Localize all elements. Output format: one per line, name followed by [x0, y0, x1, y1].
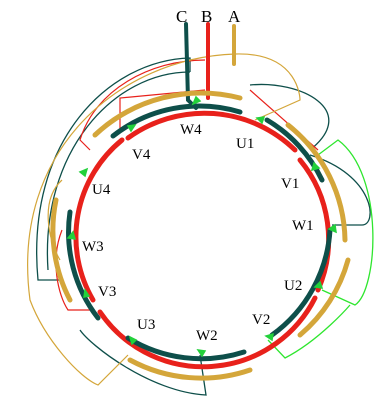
light-green-links [267, 139, 374, 359]
arrow-icon [327, 223, 337, 234]
terminal-b-label: B [201, 7, 212, 26]
arrow-icon [310, 161, 321, 172]
direction-arrows [66, 95, 337, 358]
coil-label-w3: W3 [82, 239, 104, 255]
arrow-icon [78, 167, 89, 178]
coil-label-u2: U2 [284, 278, 302, 294]
arrow-icon [191, 95, 202, 106]
coil-label-w2: W2 [196, 328, 218, 344]
phase-c-links [36, 57, 371, 396]
coil-label-u1: U1 [236, 136, 254, 152]
terminal-c-label: C [176, 7, 187, 26]
teal-coil-arcs [66, 103, 333, 362]
arrow-icon [255, 116, 266, 125]
coil-label-u4: U4 [92, 182, 111, 198]
arrow-icon [264, 332, 274, 342]
coil-label-v2: V2 [252, 312, 270, 328]
coil-label-w4: W4 [180, 122, 202, 138]
coil-labels: W4 U1 V1 W1 U2 V2 W2 U3 V3 W3 U4 V4 [82, 122, 314, 344]
terminal-labels: C B A [176, 7, 241, 26]
gold-coil-arcs [50, 90, 351, 381]
coil-label-v3: V3 [98, 284, 116, 300]
red-coil-arcs [73, 110, 332, 370]
coil-label-w1: W1 [292, 218, 314, 234]
arrow-icon [83, 287, 91, 298]
arrow-icon [66, 230, 77, 240]
arrow-icon [196, 349, 207, 358]
coil-label-v1: V1 [281, 176, 299, 192]
arrow-icon [126, 124, 137, 133]
arrow-icon [128, 335, 138, 346]
coil-label-u3: U3 [137, 317, 155, 333]
coil-label-v4: V4 [132, 147, 151, 163]
terminal-a-label: A [228, 7, 241, 26]
arrow-icon [313, 280, 324, 289]
